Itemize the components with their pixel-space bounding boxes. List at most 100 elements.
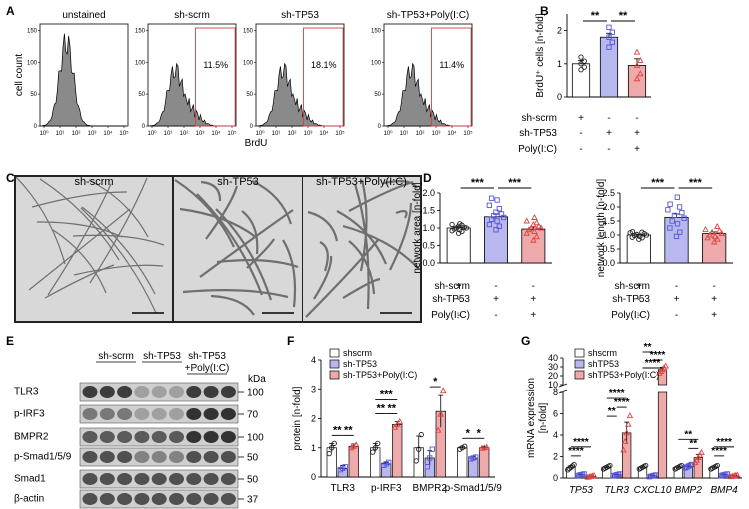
- data-point: [581, 471, 587, 477]
- data-point: [710, 238, 718, 245]
- micrograph-title: sh-scrm: [74, 176, 113, 188]
- data-point: [483, 443, 491, 450]
- data-point: [606, 44, 612, 50]
- x-tick-label: 10¹: [272, 131, 281, 137]
- x-tick-label: CXCL10: [634, 485, 672, 496]
- y-tick-label: 20: [548, 371, 558, 381]
- bar-p-IRF3-sh-TP53+Poly(I:C): [392, 424, 403, 478]
- blot-band: [82, 386, 98, 398]
- band-label: p-IRF3: [14, 409, 45, 420]
- data-point: [347, 444, 355, 451]
- legend-label: shscrm: [588, 348, 617, 358]
- legend-swatch: [329, 359, 340, 369]
- x-tick-label: 10⁴: [211, 130, 221, 137]
- blot-band: [203, 473, 219, 485]
- y-tick-label: 3: [311, 384, 316, 394]
- y-tick-label: 2: [553, 452, 558, 462]
- x-tick-label: 10¹: [400, 131, 409, 137]
- y-tick-label: 50: [138, 92, 145, 98]
- data-point: [656, 369, 663, 376]
- y-axis-label: network length [n-fold]: [596, 179, 607, 278]
- data-point: [418, 431, 424, 438]
- y-tick-label: 6: [553, 409, 558, 419]
- bar-CXCL10-shTP53+Poly(I:C): [657, 391, 668, 479]
- legend-label: shscrm: [343, 348, 372, 358]
- blot-band: [186, 431, 202, 443]
- histogram-title: sh-scrm: [174, 10, 210, 21]
- y-tick-label: 0: [557, 92, 562, 102]
- condition-mark: -: [579, 144, 582, 155]
- significance-label: ***: [508, 177, 522, 189]
- y-tick-label: 100: [27, 60, 38, 66]
- micrograph-title: sh-TP53: [217, 176, 259, 188]
- gate-box: [195, 27, 236, 127]
- blot-band: [82, 473, 98, 485]
- condition-mark: +: [456, 281, 462, 292]
- x-tick-label: 10¹: [164, 131, 173, 137]
- x-axis-label: BrdU: [245, 138, 268, 149]
- y-tick-label: 100: [243, 60, 254, 66]
- x-tick-label: BMP2: [675, 485, 703, 496]
- significance-label: ***: [380, 388, 394, 400]
- blot-band: [220, 451, 236, 463]
- blot-band: [117, 451, 133, 463]
- axis-break-mark: [558, 383, 568, 388]
- data-point: [523, 217, 530, 224]
- blot-band: [186, 408, 202, 420]
- x-tick-label: 10⁵: [227, 130, 237, 137]
- data-point: [523, 229, 530, 236]
- histogram-distribution: [149, 62, 234, 127]
- x-tick-label: 10⁵: [119, 130, 129, 137]
- x-tick-label: 10¹: [56, 131, 65, 137]
- kda-value: 50: [247, 475, 259, 486]
- y-tick-label: 4: [553, 430, 558, 440]
- x-tick-label: 10³: [196, 131, 205, 137]
- data-point: [498, 211, 505, 217]
- data-point: [681, 215, 687, 221]
- condition-mark: +: [674, 294, 680, 305]
- data-point: [457, 221, 463, 227]
- histogram-title: unstained: [62, 10, 105, 21]
- tube-network: [174, 179, 299, 316]
- blot-band: [99, 431, 115, 443]
- y-axis-label: cell count: [14, 54, 25, 96]
- band-label: TLR3: [14, 387, 39, 398]
- kda-label: kDa: [248, 374, 266, 385]
- y-tick-label: 1.0: [602, 230, 615, 240]
- blot-band: [151, 386, 167, 398]
- blot-band: [134, 431, 150, 443]
- data-point: [634, 231, 640, 238]
- data-point: [527, 224, 535, 231]
- blot-band: [186, 451, 202, 463]
- data-point: [578, 61, 584, 67]
- y-tick-label: 0: [378, 124, 382, 130]
- significance-label: **: [376, 402, 385, 414]
- data-point: [625, 420, 632, 427]
- data-point: [667, 201, 673, 207]
- blot-band: [151, 431, 167, 443]
- data-point: [674, 194, 680, 200]
- data-point: [685, 463, 691, 469]
- blot-band: [203, 431, 219, 443]
- blot-band: [203, 408, 219, 420]
- significance-label: *: [433, 376, 438, 388]
- y-tick-label: 0.0: [422, 258, 435, 268]
- significance-label: ****: [614, 397, 630, 408]
- condition-mark: +: [493, 294, 499, 305]
- x-tick-label: TLR3: [604, 485, 629, 496]
- data-point: [463, 225, 470, 231]
- data-point: [714, 462, 720, 469]
- condition-mark: -: [494, 310, 497, 321]
- data-point: [462, 443, 468, 449]
- blot-band: [117, 493, 133, 505]
- data-point: [535, 222, 543, 229]
- data-point: [606, 34, 612, 40]
- significance-label: **: [684, 429, 692, 440]
- gate-box: [431, 27, 472, 127]
- data-point: [716, 227, 723, 234]
- data-point: [486, 202, 493, 208]
- data-point: [493, 209, 499, 215]
- lane-group-label: sh-scrm: [98, 351, 134, 362]
- condition-label: sh-scrm: [614, 281, 650, 292]
- blot-band: [203, 493, 219, 505]
